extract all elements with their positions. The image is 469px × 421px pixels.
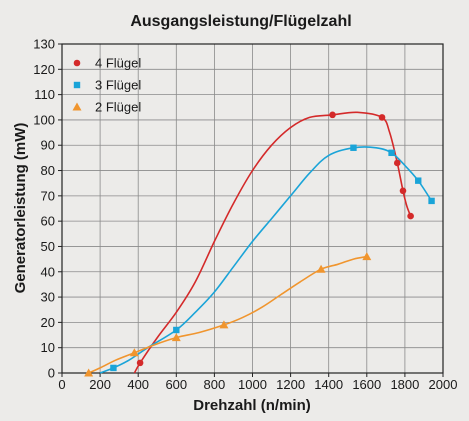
x-tick-label: 2000 xyxy=(429,377,458,392)
legend-label-circle: 4 Flügel xyxy=(95,56,141,71)
y-tick-label: 40 xyxy=(41,264,55,279)
data-point-circle xyxy=(399,187,407,195)
y-tick-label: 60 xyxy=(41,214,55,229)
x-axis-ticks: 0 200 400 600 800 1000 1200 1400 1600 1800 2000 xyxy=(58,373,457,392)
series-line-circle xyxy=(133,111,412,374)
series-line-square xyxy=(99,146,433,374)
data-point-triangle xyxy=(219,320,229,329)
data-point-triangle xyxy=(129,348,139,357)
series-line-triangle xyxy=(88,255,367,374)
legend-marker-circle xyxy=(73,59,81,67)
chart-grid xyxy=(61,43,444,374)
x-tick-label: 600 xyxy=(165,377,187,392)
legend-label-square: 3 Flügel xyxy=(95,78,141,93)
y-tick-label: 90 xyxy=(41,138,55,153)
y-tick-label: 30 xyxy=(41,290,55,305)
data-point-square xyxy=(350,144,357,151)
chart-title: Ausgangsleistung/Flügelzahl xyxy=(130,13,351,30)
y-tick-label: 100 xyxy=(33,112,55,127)
chart-series-markers xyxy=(84,111,435,377)
y-tick-label: 70 xyxy=(41,188,55,203)
x-axis-label: Drehzahl (n/min) xyxy=(193,397,311,414)
data-point-triangle xyxy=(362,252,372,261)
data-point-square xyxy=(415,177,422,184)
y-tick-label: 80 xyxy=(41,163,55,178)
x-tick-label: 200 xyxy=(89,377,111,392)
data-point-square xyxy=(388,149,395,157)
x-tick-label: 1600 xyxy=(352,377,381,392)
x-tick-label: 1000 xyxy=(238,377,267,392)
legend-label-triangle: 2 Flügel xyxy=(95,100,141,115)
y-tick-label: 120 xyxy=(33,62,55,77)
data-point-square xyxy=(428,197,435,205)
x-tick-label: 1400 xyxy=(314,377,343,392)
y-tick-label: 50 xyxy=(41,239,55,254)
x-tick-label: 800 xyxy=(204,377,226,392)
x-tick-label: 1200 xyxy=(276,377,305,392)
y-tick-label: 110 xyxy=(34,87,55,102)
x-tick-label: 1800 xyxy=(390,377,419,392)
y-tick-label: 130 xyxy=(33,37,55,52)
y-axis-label: Generatorleistung (mW) xyxy=(12,123,29,294)
data-point-circle xyxy=(393,159,401,167)
data-point-circle xyxy=(407,212,414,220)
data-point-circle xyxy=(329,111,336,119)
data-point-circle xyxy=(136,359,144,367)
legend: 4 Flügel 3 Flügel 2 Flügel xyxy=(72,56,141,115)
data-point-triangle xyxy=(84,368,94,377)
legend-marker-square xyxy=(73,81,81,89)
data-point-square xyxy=(110,364,117,372)
legend-marker-triangle xyxy=(72,102,82,111)
y-tick-label: 0 xyxy=(48,366,55,381)
y-tick-label: 20 xyxy=(41,315,55,330)
y-axis-ticks: 0 10 20 30 40 50 60 70 80 90 100 110 120 130 xyxy=(33,37,62,381)
x-tick-label: 400 xyxy=(127,377,149,392)
y-tick-label: 10 xyxy=(41,340,55,355)
data-point-square xyxy=(173,326,180,334)
data-point-circle xyxy=(378,114,386,121)
data-point-triangle xyxy=(171,333,181,342)
chart-series-lines xyxy=(88,111,433,374)
x-tick-label: 0 xyxy=(58,377,65,392)
data-point-triangle xyxy=(316,264,326,273)
